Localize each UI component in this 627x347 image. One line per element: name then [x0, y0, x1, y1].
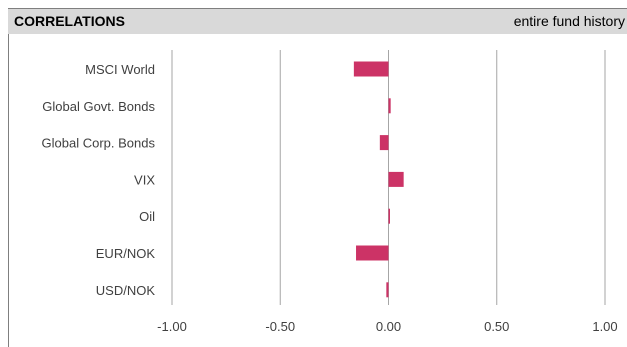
x-tick-label: -0.50	[265, 319, 295, 334]
panel-header: CORRELATIONS entire fund history	[8, 8, 627, 34]
x-tick-label: -1.00	[157, 319, 187, 334]
x-tick-label: 0.00	[376, 319, 401, 334]
panel-subtitle: entire fund history	[513, 13, 625, 29]
correlation-bar	[388, 208, 390, 224]
correlation-bar	[388, 171, 404, 187]
category-label: EUR/NOK	[96, 246, 156, 261]
category-label: Oil	[139, 209, 155, 224]
category-label: Global Govt. Bonds	[42, 99, 155, 114]
category-label: VIX	[134, 172, 155, 187]
correlation-bar	[379, 135, 389, 151]
panel-title: CORRELATIONS	[14, 13, 125, 29]
panel-left-border	[8, 34, 9, 347]
category-label: MSCI World	[85, 62, 155, 77]
category-label: Global Corp. Bonds	[42, 136, 156, 151]
correlation-bar	[388, 98, 391, 114]
correlation-bar	[386, 282, 389, 298]
category-label: USD/NOK	[96, 283, 156, 298]
x-tick-label: 1.00	[592, 319, 617, 334]
correlation-bar	[353, 61, 389, 77]
x-tick-label: 0.50	[484, 319, 509, 334]
correlation-bar	[356, 245, 389, 261]
